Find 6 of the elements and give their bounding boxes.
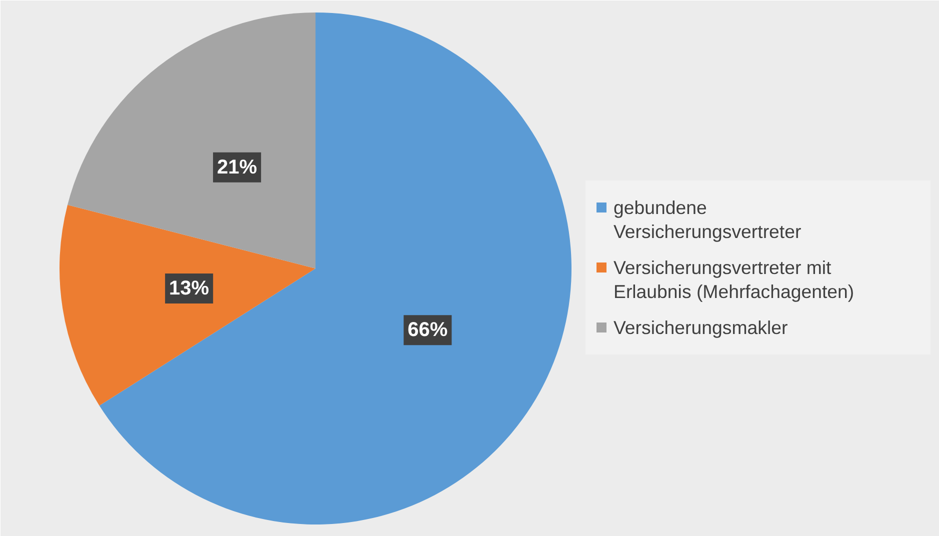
data-label: 21% [217,156,258,178]
legend-label: gebundene Versicherungsvertreter [614,197,802,242]
legend-label: Versicherungsmakler [614,317,788,338]
data-label: 13% [169,278,210,300]
legend-label: Versicherungsvertreter mit Erlaubnis (Mehrfachagenten) [614,257,854,302]
data-label: 66% [408,319,448,342]
